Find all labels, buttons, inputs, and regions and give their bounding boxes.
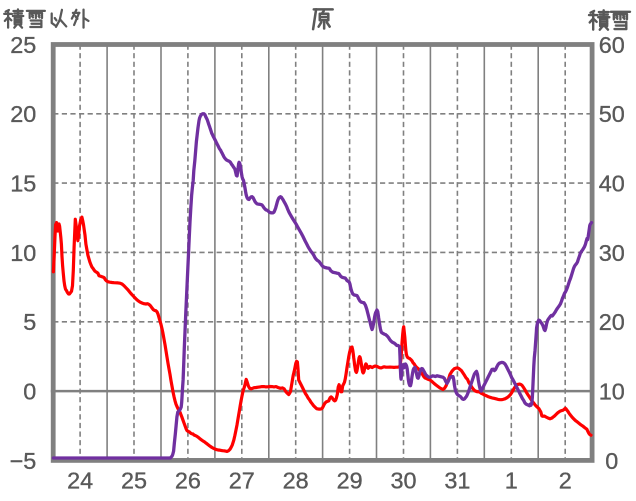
svg-text:10: 10 xyxy=(10,240,36,266)
svg-text:25: 25 xyxy=(10,32,36,58)
svg-text:28: 28 xyxy=(283,468,309,494)
svg-text:0: 0 xyxy=(23,379,36,405)
svg-text:2: 2 xyxy=(559,468,572,494)
svg-text:30: 30 xyxy=(599,240,625,266)
svg-text:25: 25 xyxy=(121,468,147,494)
svg-text:29: 29 xyxy=(337,468,363,494)
svg-text:30: 30 xyxy=(390,468,416,494)
svg-text:10: 10 xyxy=(599,379,625,405)
svg-text:1: 1 xyxy=(505,468,518,494)
svg-text:0: 0 xyxy=(605,448,618,474)
svg-text:15: 15 xyxy=(10,171,36,197)
svg-text:31: 31 xyxy=(444,468,470,494)
svg-text:20: 20 xyxy=(10,101,36,127)
svg-text:27: 27 xyxy=(229,468,255,494)
svg-text:20: 20 xyxy=(599,309,625,335)
svg-text:40: 40 xyxy=(599,171,625,197)
svg-text:24: 24 xyxy=(67,468,93,494)
svg-text:26: 26 xyxy=(175,468,201,494)
svg-text:5: 5 xyxy=(23,309,36,335)
svg-text:60: 60 xyxy=(599,32,625,58)
svg-text:50: 50 xyxy=(599,101,625,127)
svg-text:−5: −5 xyxy=(10,448,37,474)
